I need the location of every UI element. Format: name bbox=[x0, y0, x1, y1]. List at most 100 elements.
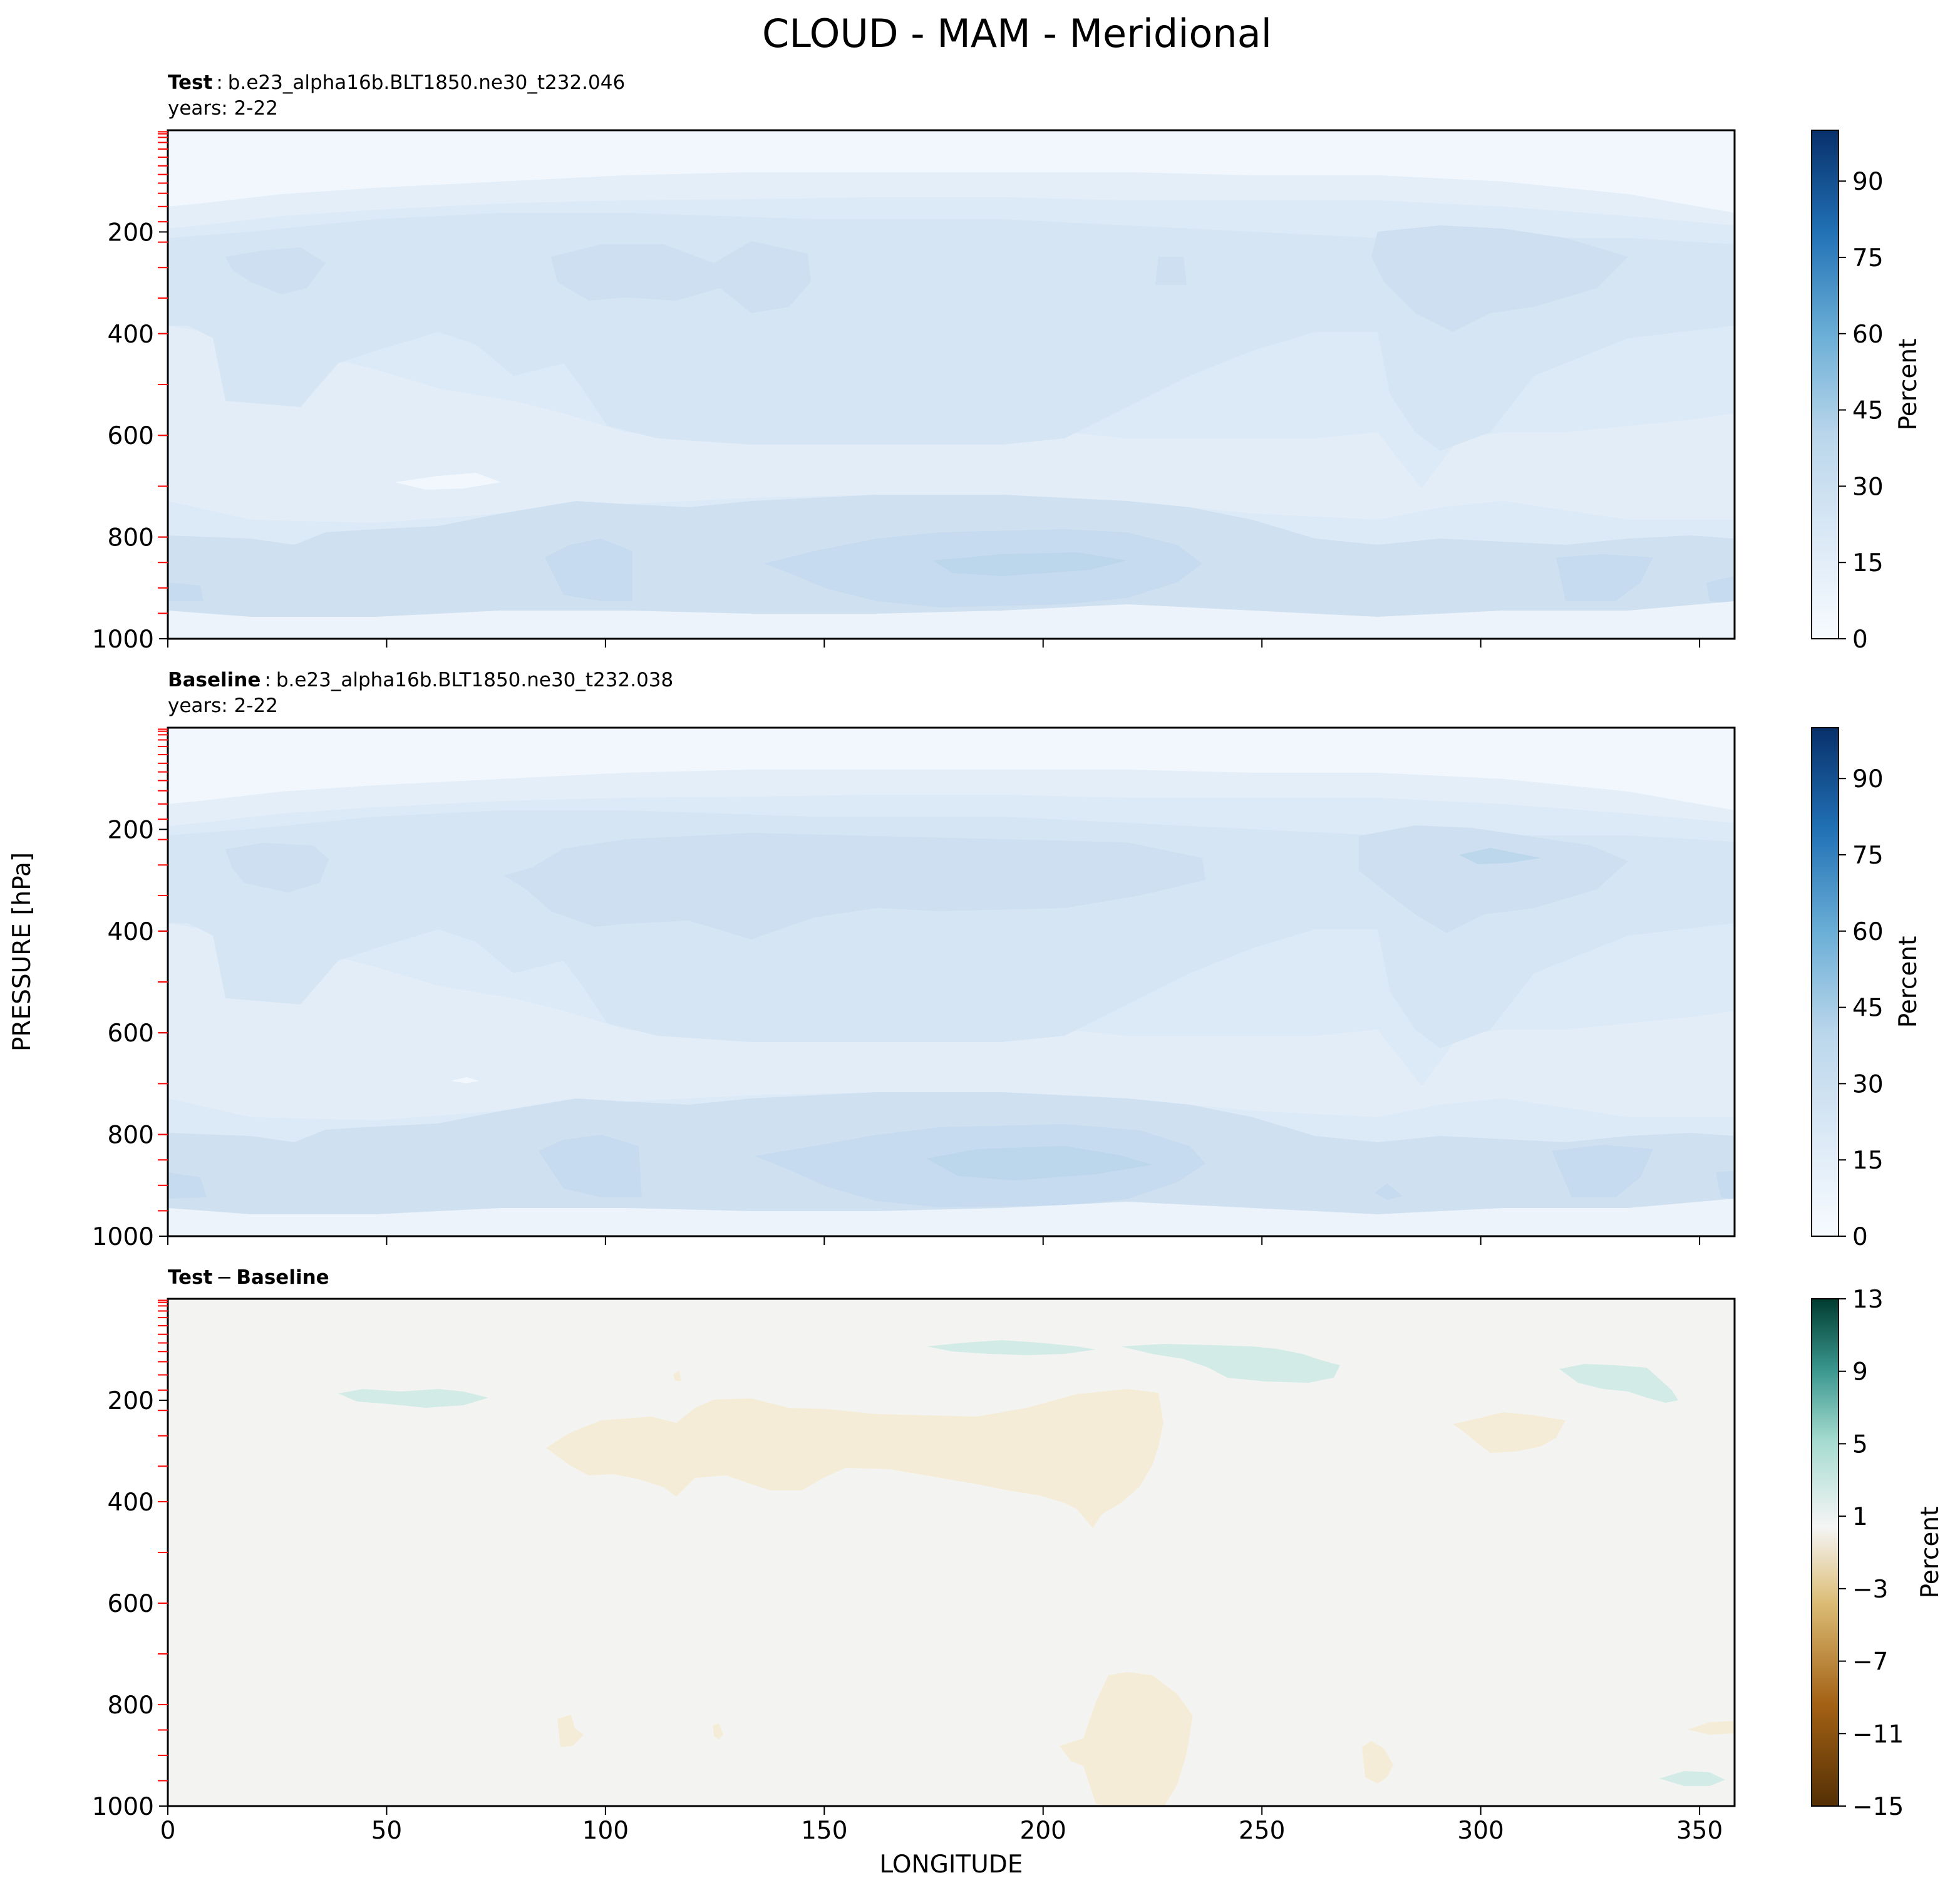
y-tick-label: 800 bbox=[108, 1691, 154, 1720]
colorbar-tick-label: 13 bbox=[1852, 1286, 1884, 1314]
colorbar-tick-label: 75 bbox=[1852, 244, 1884, 272]
contour-neutral bbox=[168, 1299, 1735, 1806]
panel-baseline-years: years: 2-22 bbox=[168, 694, 278, 717]
colorbar-tick-label: 45 bbox=[1852, 994, 1884, 1023]
x-tick-label: 0 bbox=[160, 1817, 176, 1845]
contour-upper-max-3 bbox=[1155, 257, 1187, 285]
contour-small-min-1 bbox=[451, 1077, 479, 1083]
y-tick-label: 800 bbox=[108, 1122, 154, 1150]
y-tick-label: 1000 bbox=[92, 1223, 154, 1251]
y-tick-label: 800 bbox=[108, 524, 154, 552]
figure-title: CLOUD - MAM - Meridional bbox=[762, 11, 1272, 56]
colorbar-tick-label: 45 bbox=[1852, 397, 1884, 425]
y-tick-label: 600 bbox=[108, 1590, 154, 1618]
panel-diff: Test − Baseline 0 50 100 150 200 250 300 350 200 40… bbox=[92, 1266, 1944, 1845]
contour-neg-low-5 bbox=[1688, 1721, 1735, 1735]
contour-pos-4 bbox=[1559, 1364, 1678, 1403]
panel-baseline-case: b.e23_alpha16b.BLT1850.ne30_t232.038 bbox=[276, 669, 673, 691]
colorbar-tick-label: 0 bbox=[1852, 1223, 1868, 1251]
x-tick-label: 250 bbox=[1239, 1817, 1285, 1845]
x-axis-label: LONGITUDE bbox=[880, 1851, 1023, 1879]
x-tick-label: 150 bbox=[801, 1817, 847, 1845]
y-tick-label: 400 bbox=[108, 1489, 154, 1517]
panel-diff-axes: 0 50 100 150 200 250 300 350 200 400 600 800 1000 bbox=[92, 1299, 1723, 1845]
x-tick-label: 300 bbox=[1457, 1817, 1504, 1845]
panel-test-colorbar-ticks: 0 15 30 45 60 75 90 bbox=[1839, 168, 1884, 654]
contour-upper-max-2 bbox=[551, 241, 811, 313]
contour-upper-min bbox=[168, 130, 1735, 213]
contour-near-surface bbox=[168, 601, 1735, 639]
contour-upper-transition bbox=[168, 770, 1735, 826]
contour-low-mid-band bbox=[168, 326, 1735, 523]
panel-test-colorbar bbox=[1811, 130, 1839, 639]
colorbar-tick-label: 30 bbox=[1852, 473, 1884, 501]
panel-test: Test: b.e23_alpha16b.BLT1850.ne30_t232.04… bbox=[92, 71, 1922, 654]
colorbar-tick-label: 60 bbox=[1852, 321, 1884, 349]
panel-diff-title-minus: − bbox=[216, 1266, 232, 1289]
panel-test-axes: 200 400 600 800 1000 bbox=[92, 131, 1701, 654]
contour-neg-upper-2 bbox=[673, 1370, 681, 1381]
y-tick-label: 1000 bbox=[92, 626, 154, 654]
y-tick-label: 200 bbox=[108, 219, 154, 247]
panel-test-colorbar-label: Percent bbox=[1894, 339, 1922, 431]
panel-diff-title-left: Test bbox=[168, 1266, 213, 1289]
contour-upper-transition bbox=[168, 172, 1735, 229]
y-tick-label: 400 bbox=[108, 321, 154, 349]
contour-low-max-4 bbox=[1556, 554, 1653, 601]
contour-low-max-5 bbox=[168, 582, 204, 601]
contour-neg-low-3 bbox=[713, 1723, 723, 1740]
panel-diff-colorbar-label: Percent bbox=[1916, 1507, 1944, 1599]
contour-neg-low-1 bbox=[1060, 1672, 1193, 1806]
contour-upper-max-3 bbox=[1359, 825, 1628, 933]
panel-baseline-title-bold: Baseline bbox=[168, 669, 260, 691]
y-axis-label: PRESSURE [hPa] bbox=[8, 852, 36, 1051]
y-tick-label: 400 bbox=[108, 918, 154, 946]
panel-test-title-sep: : bbox=[216, 71, 222, 94]
contour-pos-5 bbox=[1659, 1771, 1725, 1786]
contour-near-surface bbox=[168, 1199, 1735, 1236]
colorbar-tick-label: 5 bbox=[1852, 1430, 1868, 1459]
contour-upper-max-1 bbox=[225, 247, 326, 294]
panel-diff-title-right: Baseline bbox=[236, 1266, 329, 1289]
colorbar-tick-label: 75 bbox=[1852, 842, 1884, 870]
contour-pos-1 bbox=[338, 1389, 488, 1408]
contour-low-max-3 bbox=[927, 1146, 1152, 1180]
colorbar-tick-label: 0 bbox=[1852, 626, 1868, 654]
contour-low-max-3 bbox=[933, 552, 1127, 576]
panel-test-title: Test: b.e23_alpha16b.BLT1850.ne30_t232.04… bbox=[168, 71, 625, 94]
contour-neg-upper-3 bbox=[1453, 1412, 1565, 1453]
y-tick-label: 200 bbox=[108, 816, 154, 844]
panel-baseline-axes: 200 400 600 800 1000 bbox=[92, 728, 1701, 1251]
panel-baseline-colorbar-label: Percent bbox=[1894, 936, 1922, 1028]
panel-test-years: years: 2-22 bbox=[168, 97, 278, 120]
colorbar-tick-label: 30 bbox=[1852, 1070, 1884, 1098]
x-tick-label: 100 bbox=[582, 1817, 629, 1845]
contour-low-max-6 bbox=[1716, 1171, 1735, 1199]
contour-upper-max-4 bbox=[1371, 225, 1628, 332]
x-tick-label: 350 bbox=[1676, 1817, 1723, 1845]
colorbar-tick-label: −7 bbox=[1852, 1648, 1889, 1676]
panel-diff-title: Test − Baseline bbox=[168, 1266, 329, 1289]
y-tick-label: 200 bbox=[108, 1387, 154, 1415]
panel-test-title-bold: Test bbox=[168, 71, 213, 94]
panel-baseline-colorbar-ticks: 0 15 30 45 60 75 90 bbox=[1839, 765, 1884, 1251]
colorbar-tick-label: 60 bbox=[1852, 918, 1884, 946]
contour-upper-max-1 bbox=[225, 843, 329, 892]
contour-low-max-1 bbox=[545, 539, 632, 601]
contour-neg-low-2 bbox=[557, 1715, 584, 1747]
y-tick-label: 600 bbox=[108, 1020, 154, 1048]
x-tick-label: 50 bbox=[371, 1817, 403, 1845]
panel-test-case: b.e23_alpha16b.BLT1850.ne30_t232.046 bbox=[228, 71, 625, 94]
contour-upper-min bbox=[168, 728, 1735, 810]
colorbar-tick-label: 15 bbox=[1852, 549, 1884, 577]
colorbar-tick-label: 1 bbox=[1852, 1503, 1868, 1531]
panel-diff-colorbar bbox=[1811, 1298, 1839, 1807]
contour-neg-low-4 bbox=[1362, 1741, 1393, 1784]
contour-low-max-6 bbox=[1706, 576, 1735, 604]
contour-low-max-7 bbox=[1375, 1184, 1403, 1200]
panel-test-contours bbox=[168, 130, 1735, 639]
x-tick-label: 200 bbox=[1020, 1817, 1066, 1845]
panel-diff-contours bbox=[168, 1299, 1735, 1806]
y-tick-label: 600 bbox=[108, 422, 154, 450]
